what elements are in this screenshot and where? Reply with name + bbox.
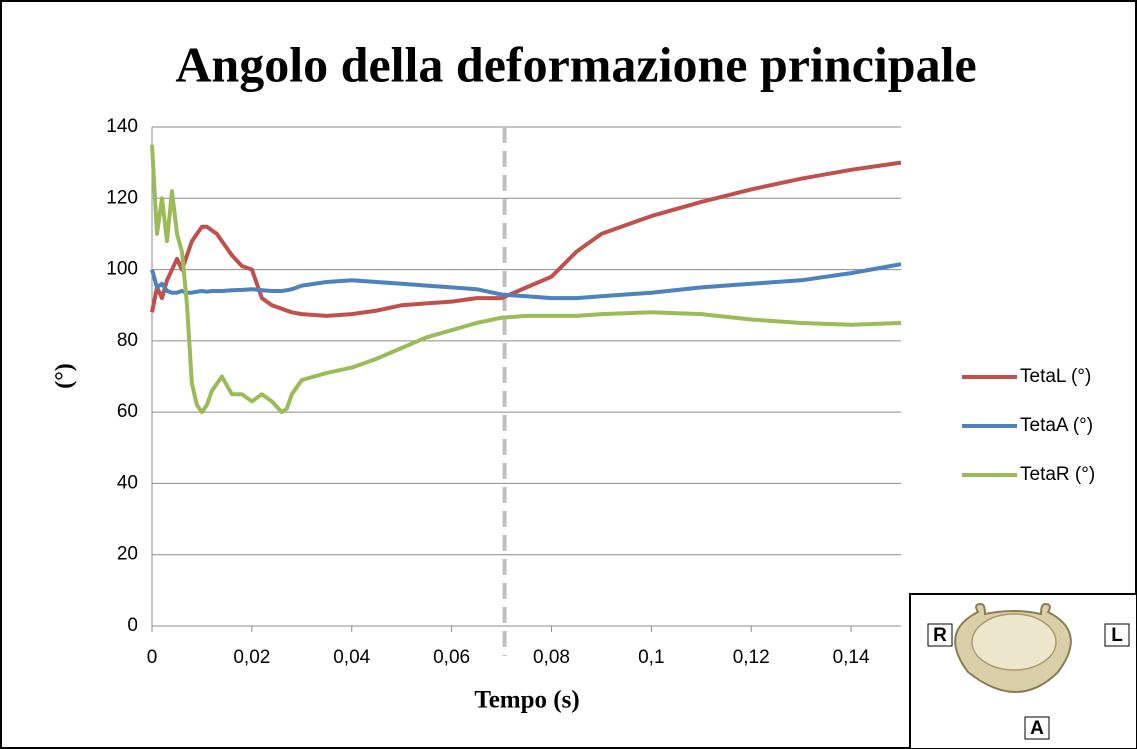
label-box: [1024, 716, 1050, 740]
y-axis-label: (°): [52, 363, 78, 389]
x-tick-label: 0,04: [333, 647, 370, 668]
x-tick-label: 0,02: [233, 647, 270, 668]
y-tick-label: 140: [106, 116, 138, 137]
x-tick-label: 0,14: [833, 647, 870, 668]
label-box: [1104, 623, 1130, 647]
legend-label: TetaA (°): [1020, 415, 1093, 436]
y-tick-label: 120: [106, 187, 138, 208]
inset-label: R: [933, 625, 947, 646]
inset-label: L: [1111, 625, 1123, 646]
y-tick-label: 80: [117, 330, 138, 351]
x-tick-label: 0,06: [433, 647, 470, 668]
y-tick-label: 60: [117, 401, 138, 422]
series-line: [150, 160, 902, 318]
x-tick-label: 0,1: [638, 647, 664, 668]
y-tick-label: 100: [106, 259, 138, 280]
x-tick-label: 0: [147, 647, 158, 668]
chart-title: Angolo della deformazione principale: [175, 36, 976, 92]
y-tick-label: 40: [117, 472, 138, 493]
y-tick-label: 0: [127, 615, 138, 636]
inset: R L A: [909, 593, 1137, 749]
y-tick-label: 20: [117, 544, 138, 565]
x-tick-label: 0,12: [733, 647, 770, 668]
label-box: [927, 623, 953, 647]
inset-label: A: [1030, 718, 1044, 739]
vertebra-body: [971, 613, 1057, 671]
x-axis-label: Tempo (s): [474, 687, 579, 714]
legend-label: TetaR (°): [1020, 464, 1095, 485]
x-tick-label: 0,08: [533, 647, 570, 668]
legend-label: TetaL (°): [1020, 366, 1091, 387]
series-line: [150, 144, 902, 415]
